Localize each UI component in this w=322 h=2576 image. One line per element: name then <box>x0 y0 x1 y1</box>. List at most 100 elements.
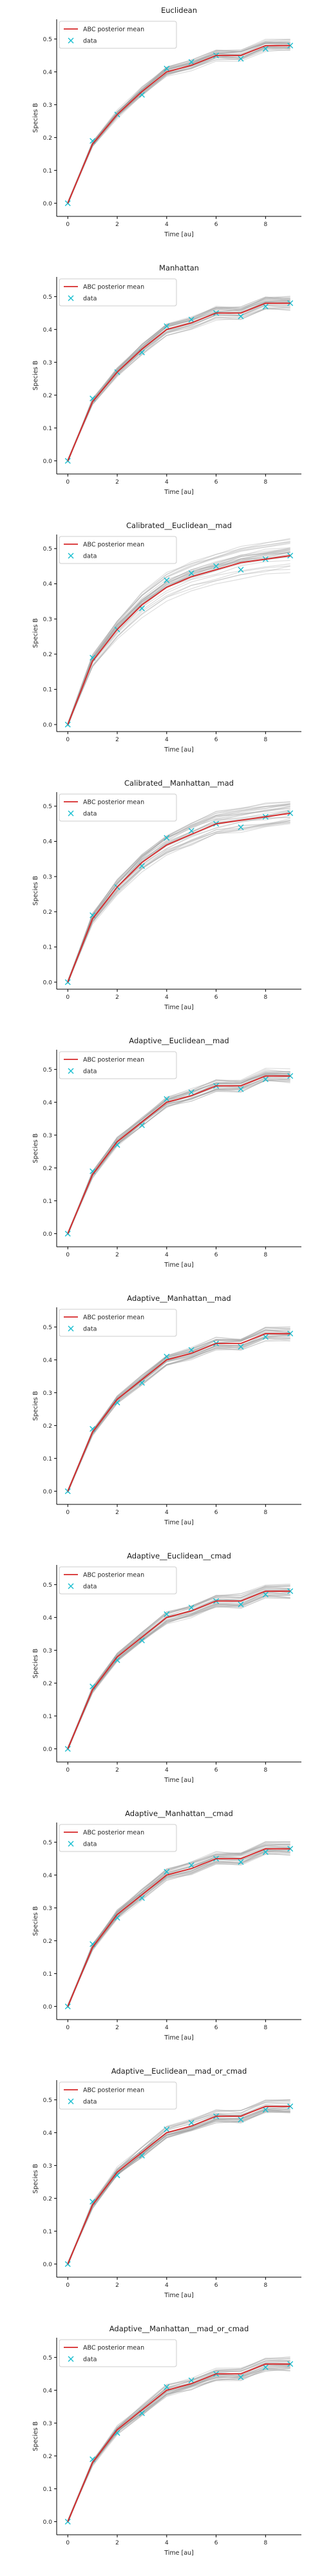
posterior-sample-line <box>67 296 290 463</box>
data-point <box>287 553 294 559</box>
legend-label: ABC posterior mean <box>83 284 144 291</box>
data-point <box>262 46 269 52</box>
y-axis-label: Species B <box>32 1133 39 1163</box>
y-tick-label: 0.3 <box>43 1906 52 1912</box>
y-tick-label: 0.1 <box>43 2229 52 2235</box>
posterior-sample-line <box>67 1597 290 1748</box>
y-tick-label: 0.3 <box>43 1648 52 1654</box>
posterior-sample-line <box>67 1594 290 1750</box>
chart-panel: Adaptive__Euclidean__cmad 0 2 4 6 8 0.0 0.1 0.2 0… <box>32 1551 301 1784</box>
posterior-sample-line <box>67 2099 290 2264</box>
y-tick-label: 0.4 <box>43 70 53 76</box>
legend-label: data <box>83 811 97 818</box>
posterior-sample-line <box>67 1329 290 1491</box>
y-tick-label: 0.2 <box>43 1166 52 1172</box>
legend-label: ABC posterior mean <box>83 1314 144 1321</box>
legend-data-swatch <box>68 1583 74 1589</box>
legend-box <box>59 1566 177 1595</box>
posterior-sample-line <box>67 1329 290 1493</box>
legend-label: data <box>83 296 97 303</box>
posterior-sample-line <box>67 1327 290 1493</box>
data-point <box>164 1354 170 1359</box>
y-tick-label: 0.0 <box>43 201 53 207</box>
data-point <box>164 323 170 329</box>
posterior-sample-line <box>67 551 290 726</box>
x-tick-label: 2 <box>115 994 119 1001</box>
posterior-sample-line <box>67 2102 290 2263</box>
posterior-sample-line <box>67 49 290 204</box>
y-tick-label: 0.1 <box>43 687 52 694</box>
posterior-sample-line <box>67 42 290 204</box>
posterior-samples <box>67 1068 290 1236</box>
y-tick-label: 0.1 <box>43 1198 52 1205</box>
posterior-sample-line <box>67 805 290 983</box>
y-tick-label: 0.4 <box>43 582 53 588</box>
posterior-sample-line <box>67 2103 290 2266</box>
chart-panel: Adaptive__Manhattan__mad_or_cmad 0 2 4 6 8 0.0… <box>32 2324 301 2557</box>
data-point <box>164 2126 170 2132</box>
legend-label: ABC posterior mean <box>83 799 144 806</box>
x-tick-label: 6 <box>214 994 218 1001</box>
posterior-sample-line <box>67 1071 290 1233</box>
posterior-sample-line <box>67 1079 290 1234</box>
data-point <box>287 2361 294 2367</box>
posterior-sample-line <box>67 1846 290 2007</box>
posterior-sample-line <box>67 43 290 202</box>
posterior-sample-line <box>67 2364 290 2521</box>
posterior-sample-line <box>67 298 290 460</box>
x-tick-label: 8 <box>263 737 267 743</box>
posterior-sample-line <box>67 43 290 204</box>
data-point <box>238 1601 244 1607</box>
posterior-sample-line <box>67 801 290 982</box>
y-tick-label: 0.4 <box>43 839 53 846</box>
x-tick-label: 2 <box>115 222 119 228</box>
chart-title: Adaptive__Manhattan__mad <box>127 1294 231 1303</box>
x-tick-label: 2 <box>115 2282 119 2289</box>
x-tick-label: 0 <box>66 994 70 1001</box>
x-tick-label: 4 <box>165 1252 169 1258</box>
x-tick-label: 2 <box>115 1252 119 1258</box>
posterior-sample-line <box>67 47 290 203</box>
posterior-sample-line <box>67 1332 290 1493</box>
posterior-sample-line <box>67 1584 290 1749</box>
posterior-sample-line <box>67 1584 290 1750</box>
x-tick-label: 4 <box>165 1510 169 1516</box>
y-tick-label: 0.0 <box>43 980 53 986</box>
x-tick-label: 4 <box>165 2282 169 2289</box>
y-axis-label: Species B <box>32 2421 39 2451</box>
y-tick-label: 0.1 <box>43 1456 52 1463</box>
posterior-sample-line <box>67 2108 290 2265</box>
legend-box <box>59 2339 177 2367</box>
data-point <box>262 1334 269 1340</box>
posterior-sample-line <box>67 1338 290 1493</box>
legend-label: data <box>83 1326 97 1333</box>
data-point <box>64 200 71 207</box>
chart-title: Adaptive__Manhattan__mad_or_cmad <box>109 2324 249 2333</box>
y-axis-label: Species B <box>32 1649 39 1678</box>
posterior-sample-line <box>67 806 290 981</box>
legend-data-swatch <box>68 2098 74 2105</box>
posterior-sample-line <box>67 306 290 462</box>
x-axis-label: Time [au] <box>164 1519 194 1526</box>
legend-box <box>59 536 177 564</box>
posterior-sample-line <box>67 1841 290 2008</box>
posterior-sample-line <box>67 818 290 983</box>
y-tick-label: 0.2 <box>43 1681 52 1687</box>
y-tick-label: 0.3 <box>43 2421 52 2427</box>
chart-title: Calibrated__Euclidean__mad <box>126 521 232 530</box>
chart-title: Euclidean <box>161 6 197 15</box>
y-tick-label: 0.1 <box>43 945 52 951</box>
posterior-sample-line <box>67 1846 290 2006</box>
data-point <box>262 1076 269 1083</box>
posterior-sample-line <box>67 538 290 724</box>
posterior-sample-line <box>67 1079 290 1235</box>
posterior-sample-line <box>67 301 290 460</box>
chart-panel: Euclidean 0 2 4 6 8 0.0 0.1 0.2 0.3 0.4 0.5 Time [au… <box>32 6 301 238</box>
posterior-sample-line <box>67 820 290 981</box>
posterior-mean-line <box>67 1848 290 2007</box>
posterior-sample-line <box>67 2358 290 2521</box>
posterior-sample-line <box>67 49 290 202</box>
posterior-sample-line <box>67 1073 290 1236</box>
posterior-sample-line <box>67 806 290 984</box>
posterior-sample-line <box>67 2099 290 2266</box>
